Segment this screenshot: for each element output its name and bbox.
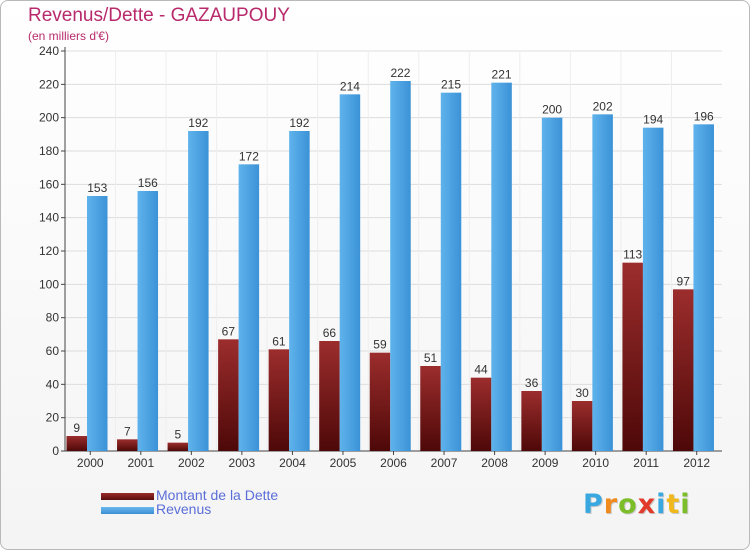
bar-debt (369, 352, 391, 451)
data-label-debt: 97 (677, 274, 691, 288)
bar-revenue (238, 164, 260, 452)
data-label-debt: 66 (323, 326, 337, 340)
bar-debt (268, 349, 290, 451)
bar-revenue (693, 124, 714, 451)
bar-debt (66, 436, 87, 451)
bar-revenue (592, 114, 613, 451)
y-tick-label: 0 (52, 444, 59, 458)
data-label-debt: 67 (222, 324, 236, 338)
bar-revenue (541, 117, 563, 452)
y-tick-label: 180 (39, 144, 59, 158)
data-label-revenue: 153 (87, 181, 107, 195)
data-label-revenue: 214 (340, 79, 360, 93)
bar-debt (470, 377, 492, 451)
data-label-debt: 61 (272, 334, 286, 348)
data-label-debt: 9 (73, 421, 80, 435)
bar-revenue (137, 191, 159, 451)
data-label-debt: 30 (575, 386, 589, 400)
y-tick-label: 120 (39, 244, 59, 258)
x-tick-label: 2012 (683, 456, 710, 470)
data-label-debt: 51 (424, 351, 438, 365)
x-tick-label: 2006 (380, 456, 407, 470)
data-label-revenue: 156 (138, 176, 158, 190)
x-tick-label: 2008 (481, 456, 508, 470)
bar-revenue (491, 82, 512, 452)
bar-debt (117, 439, 138, 451)
bar-debt (672, 289, 694, 451)
bar-revenue (642, 127, 664, 452)
y-tick-label: 80 (46, 311, 60, 325)
bar-revenue (339, 94, 361, 451)
data-label-debt: 44 (474, 363, 488, 377)
data-label-revenue: 192 (188, 116, 208, 130)
bar-revenue (390, 81, 411, 451)
bar-chart: 0 20 40 60 80 100 120 140 160 180 200 220 240 9 153 200… (39, 44, 722, 470)
bar-debt (420, 366, 441, 451)
y-tick-label: 220 (39, 77, 59, 91)
x-tick-label: 2009 (532, 456, 559, 470)
x-tick-label: 2003 (229, 456, 256, 470)
bar-debt (218, 339, 239, 451)
data-label-revenue: 172 (239, 149, 259, 163)
bar-revenue (87, 196, 108, 451)
y-tick-label: 200 (39, 111, 59, 125)
data-label-revenue: 215 (441, 78, 461, 92)
bar-debt (319, 341, 340, 451)
x-tick-label: 2005 (330, 456, 357, 470)
data-label-debt: 5 (174, 428, 181, 442)
proxiti-logo: Proxiti (583, 489, 691, 520)
y-tick-label: 160 (39, 177, 59, 191)
x-tick-label: 2007 (431, 456, 458, 470)
data-label-revenue: 192 (289, 116, 309, 130)
bar-revenue (188, 131, 209, 451)
data-label-revenue: 202 (593, 99, 613, 113)
legend-swatch-debt (101, 493, 154, 500)
x-tick-label: 2010 (582, 456, 609, 470)
chart-title: Revenus/Dette - GAZAUPOUY (28, 5, 290, 26)
bar-debt (167, 442, 189, 451)
bar-revenue (440, 92, 462, 452)
x-tick-label: 2011 (633, 456, 659, 470)
x-tick-label: 2004 (279, 456, 306, 470)
legend-label-revenue: Revenus (156, 501, 212, 517)
y-tick-label: 240 (39, 44, 59, 58)
data-label-revenue: 194 (643, 113, 663, 127)
y-tick-label: 140 (39, 211, 59, 225)
data-label-revenue: 200 (542, 103, 562, 117)
x-tick-label: 2000 (77, 456, 104, 470)
legend-swatch-revenue (101, 507, 154, 514)
bar-revenue (289, 131, 310, 451)
y-tick-label: 60 (46, 344, 60, 358)
bar-debt (571, 401, 593, 451)
legend-label-debt: Montant de la Dette (156, 487, 279, 503)
data-label-revenue: 222 (390, 66, 410, 80)
x-tick-label: 2002 (178, 456, 205, 470)
data-label-debt: 59 (373, 338, 387, 352)
bar-debt (521, 391, 542, 451)
data-label-revenue: 221 (492, 68, 512, 82)
bar-debt (622, 262, 643, 451)
chart-subtitle: (en milliers d'€) (28, 29, 109, 43)
y-tick-label: 40 (46, 377, 60, 391)
data-label-debt: 113 (623, 248, 642, 262)
data-label-debt: 7 (124, 424, 131, 438)
y-tick-label: 100 (39, 277, 59, 291)
data-label-debt: 36 (525, 376, 539, 390)
y-tick-label: 20 (46, 411, 60, 425)
data-label-revenue: 196 (694, 109, 714, 123)
x-tick-label: 2001 (127, 456, 154, 470)
